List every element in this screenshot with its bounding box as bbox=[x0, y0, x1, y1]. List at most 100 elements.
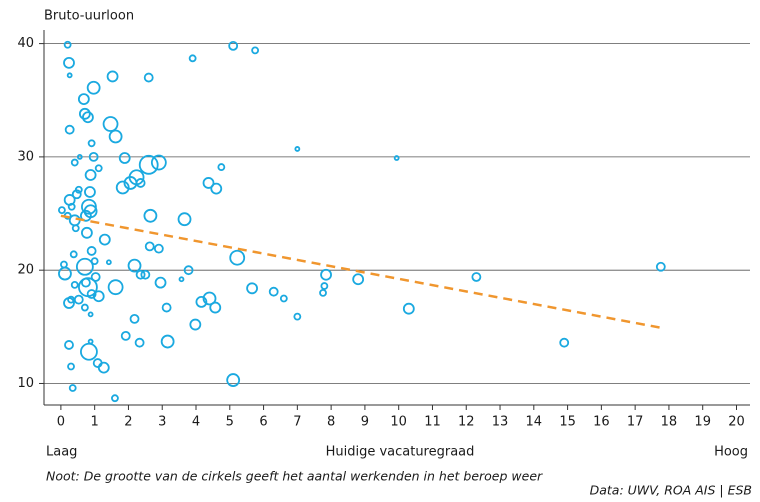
bubble bbox=[195, 296, 208, 308]
bubble bbox=[320, 268, 332, 281]
bubble bbox=[80, 303, 89, 312]
bubble bbox=[135, 269, 146, 280]
bubble bbox=[102, 116, 119, 132]
bubble bbox=[92, 290, 105, 303]
bubble bbox=[63, 40, 72, 49]
bubble bbox=[88, 151, 99, 162]
bubble bbox=[161, 302, 172, 313]
bubble bbox=[94, 164, 103, 173]
bubble bbox=[294, 146, 301, 152]
x-tick-label: 12 bbox=[458, 415, 475, 430]
bubble bbox=[177, 212, 192, 227]
y-tick-label: 30 bbox=[17, 149, 34, 164]
x-tick-label: 5 bbox=[226, 415, 234, 430]
bubble bbox=[67, 202, 76, 211]
bubble bbox=[352, 273, 365, 286]
x-tick-label: 4 bbox=[192, 415, 200, 430]
bubble bbox=[150, 154, 167, 171]
bubble bbox=[106, 70, 119, 83]
bubble bbox=[402, 302, 415, 315]
bubble bbox=[58, 206, 66, 215]
y-tick-label: 20 bbox=[17, 263, 34, 278]
bubble bbox=[70, 158, 79, 167]
bubble bbox=[80, 277, 91, 288]
bubble bbox=[81, 226, 93, 239]
note: Noot: De grootte van de cirkels geeft he… bbox=[46, 469, 543, 484]
bubble bbox=[82, 111, 94, 124]
bubble bbox=[78, 107, 91, 120]
bubble bbox=[127, 258, 142, 273]
bubble bbox=[178, 276, 185, 283]
bubble bbox=[229, 249, 246, 266]
bubble bbox=[84, 169, 97, 181]
bubble bbox=[471, 272, 482, 282]
bubble bbox=[228, 40, 239, 51]
trend-line bbox=[60, 214, 663, 330]
bubble bbox=[67, 362, 75, 371]
bubble bbox=[98, 233, 111, 246]
x-tick-label: 7 bbox=[293, 415, 301, 430]
bubble bbox=[111, 394, 119, 403]
bubble bbox=[105, 259, 112, 266]
x-tick-label: 20 bbox=[728, 415, 745, 430]
bubble bbox=[120, 330, 131, 341]
bubble bbox=[90, 272, 101, 282]
bubble bbox=[60, 260, 68, 269]
bubble bbox=[108, 129, 123, 144]
x-tick-label: 14 bbox=[526, 415, 543, 430]
x-tick-label: 19 bbox=[694, 415, 711, 430]
bubble bbox=[188, 54, 197, 63]
bubble bbox=[559, 337, 570, 348]
bubble bbox=[66, 72, 73, 79]
bubble bbox=[71, 224, 80, 233]
bubble bbox=[79, 209, 92, 222]
x-tick-label: 8 bbox=[327, 415, 335, 430]
bubble bbox=[69, 250, 78, 259]
x-tick-label: 13 bbox=[492, 415, 509, 430]
y-axis-label: Bruto-uurloon bbox=[44, 9, 134, 24]
x-tick-label: 10 bbox=[390, 415, 407, 430]
bubble bbox=[293, 312, 302, 321]
y-tick-label: 10 bbox=[17, 376, 34, 391]
bubble bbox=[210, 182, 223, 195]
bubble bbox=[129, 313, 140, 324]
bubble bbox=[217, 163, 226, 171]
bubble bbox=[70, 281, 79, 289]
bubble bbox=[68, 214, 81, 227]
bubble bbox=[189, 318, 202, 331]
x-tick-label: 1 bbox=[91, 415, 99, 430]
bubble bbox=[319, 288, 327, 297]
bubble bbox=[251, 46, 260, 55]
bubble bbox=[71, 189, 82, 200]
bubble bbox=[118, 152, 131, 164]
x-tick-label: 9 bbox=[361, 415, 369, 430]
bubble bbox=[183, 265, 194, 276]
bubble bbox=[209, 301, 222, 314]
bubble bbox=[87, 139, 96, 148]
bubble bbox=[138, 154, 159, 175]
bubble bbox=[81, 198, 97, 215]
bubble bbox=[246, 282, 258, 295]
bubble bbox=[268, 286, 279, 297]
x-tick-label: 16 bbox=[593, 415, 610, 430]
bubble bbox=[73, 294, 84, 305]
bubble bbox=[279, 294, 288, 303]
x-axis-label: Huidige vacaturegraad bbox=[326, 445, 475, 460]
bubble bbox=[86, 80, 101, 95]
bubble bbox=[90, 257, 99, 266]
bubble bbox=[393, 155, 400, 161]
bubble bbox=[64, 124, 75, 135]
bubble bbox=[86, 246, 97, 256]
bubble bbox=[77, 93, 90, 106]
bubble bbox=[144, 241, 155, 252]
y-tick-label: 40 bbox=[17, 36, 34, 51]
bubble bbox=[202, 291, 217, 306]
bubble bbox=[140, 269, 151, 280]
bubble bbox=[68, 384, 77, 392]
bubble bbox=[76, 153, 83, 160]
bubble bbox=[134, 337, 145, 348]
bubble bbox=[202, 177, 215, 189]
bubble bbox=[143, 72, 154, 83]
bubble bbox=[87, 311, 94, 318]
